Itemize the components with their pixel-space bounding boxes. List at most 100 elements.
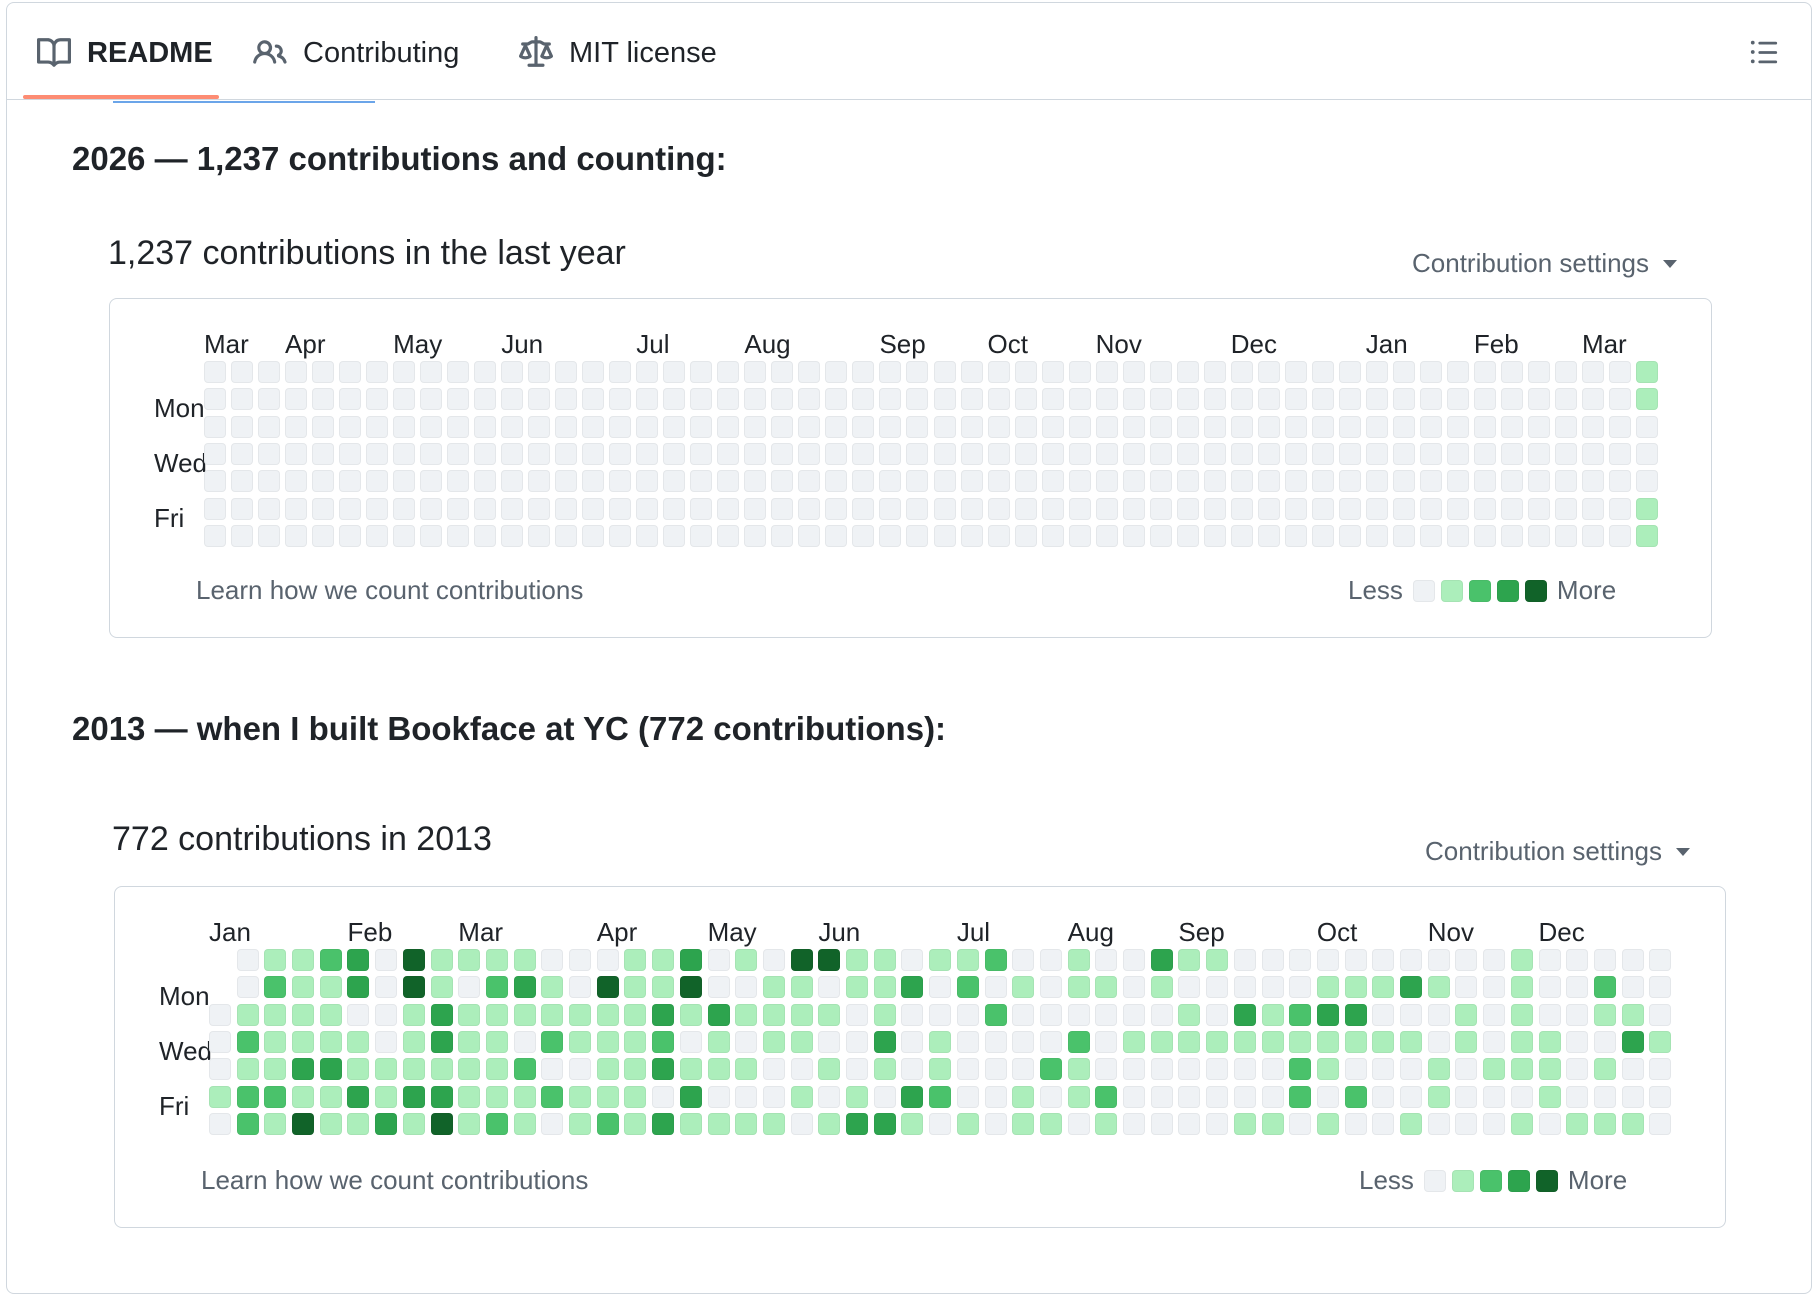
contribution-day-cell[interactable] xyxy=(1365,497,1388,520)
contribution-day-cell[interactable] xyxy=(1621,1085,1644,1108)
contribution-day-cell[interactable] xyxy=(501,361,524,383)
contribution-day-cell[interactable] xyxy=(1067,949,1090,971)
contribution-day-cell[interactable] xyxy=(1500,388,1523,411)
contribution-day-cell[interactable] xyxy=(960,415,983,438)
contribution-day-cell[interactable] xyxy=(485,1112,508,1135)
contribution-day-cell[interactable] xyxy=(1206,1085,1229,1108)
contribution-day-cell[interactable] xyxy=(1284,388,1307,411)
contribution-day-cell[interactable] xyxy=(1178,976,1201,999)
contribution-day-cell[interactable] xyxy=(375,949,398,971)
contribution-day-cell[interactable] xyxy=(528,415,551,438)
contribution-day-cell[interactable] xyxy=(1257,524,1280,547)
contribution-day-cell[interactable] xyxy=(1095,388,1118,411)
contribution-day-cell[interactable] xyxy=(474,415,497,438)
contribution-day-cell[interactable] xyxy=(339,524,362,547)
contribution-day-cell[interactable] xyxy=(1176,497,1199,520)
contribution-day-cell[interactable] xyxy=(402,1058,425,1081)
contribution-day-cell[interactable] xyxy=(1566,976,1589,999)
contribution-day-cell[interactable] xyxy=(1095,524,1118,547)
contribution-day-cell[interactable] xyxy=(744,470,767,493)
contribution-day-cell[interactable] xyxy=(447,415,470,438)
contribution-day-cell[interactable] xyxy=(1041,497,1064,520)
contribution-day-cell[interactable] xyxy=(312,497,335,520)
contribution-day-cell[interactable] xyxy=(790,1085,813,1108)
contribution-day-cell[interactable] xyxy=(1608,524,1631,547)
contribution-day-cell[interactable] xyxy=(1365,524,1388,547)
contribution-day-cell[interactable] xyxy=(960,361,983,383)
contribution-day-cell[interactable] xyxy=(485,949,508,971)
contribution-day-cell[interactable] xyxy=(717,442,740,465)
contribution-day-cell[interactable] xyxy=(1178,1085,1201,1108)
contribution-day-cell[interactable] xyxy=(609,388,632,411)
contribution-day-cell[interactable] xyxy=(1178,1112,1201,1135)
contribution-day-cell[interactable] xyxy=(485,1058,508,1081)
contribution-day-cell[interactable] xyxy=(1344,1085,1367,1108)
contribution-day-cell[interactable] xyxy=(555,415,578,438)
contribution-day-cell[interactable] xyxy=(204,497,226,520)
contribution-day-cell[interactable] xyxy=(609,442,632,465)
contribution-day-cell[interactable] xyxy=(1566,1003,1589,1026)
contribution-day-cell[interactable] xyxy=(582,442,605,465)
contribution-day-cell[interactable] xyxy=(1483,1058,1506,1081)
contribution-day-cell[interactable] xyxy=(204,442,226,465)
contribution-day-cell[interactable] xyxy=(1122,361,1145,383)
contribution-day-cell[interactable] xyxy=(528,497,551,520)
contribution-day-cell[interactable] xyxy=(474,497,497,520)
contribution-day-cell[interactable] xyxy=(956,1003,979,1026)
contribution-day-cell[interactable] xyxy=(652,976,675,999)
contribution-day-cell[interactable] xyxy=(474,470,497,493)
contribution-day-cell[interactable] xyxy=(1012,1112,1035,1135)
contribution-day-cell[interactable] xyxy=(956,1058,979,1081)
contribution-day-cell[interactable] xyxy=(1372,1003,1395,1026)
contribution-day-cell[interactable] xyxy=(933,497,956,520)
contribution-day-cell[interactable] xyxy=(1473,442,1496,465)
contribution-day-cell[interactable] xyxy=(1527,524,1550,547)
contribution-day-cell[interactable] xyxy=(663,415,686,438)
contribution-day-cell[interactable] xyxy=(209,1058,231,1081)
contribution-day-cell[interactable] xyxy=(717,415,740,438)
contribution-day-cell[interactable] xyxy=(1178,1003,1201,1026)
contribution-day-cell[interactable] xyxy=(312,524,335,547)
contribution-day-cell[interactable] xyxy=(1206,1030,1229,1053)
contribution-day-cell[interactable] xyxy=(366,388,389,411)
contribution-day-cell[interactable] xyxy=(501,442,524,465)
contribution-day-cell[interactable] xyxy=(1095,949,1118,971)
contribution-day-cell[interactable] xyxy=(1344,976,1367,999)
contribution-day-cell[interactable] xyxy=(906,470,929,493)
contribution-day-cell[interactable] xyxy=(430,976,453,999)
contribution-day-cell[interactable] xyxy=(744,442,767,465)
contribution-day-cell[interactable] xyxy=(1554,470,1577,493)
contribution-day-cell[interactable] xyxy=(1635,470,1658,493)
contribution-day-cell[interactable] xyxy=(901,949,924,971)
contribution-day-cell[interactable] xyxy=(1261,976,1284,999)
contribution-day-cell[interactable] xyxy=(264,1085,287,1108)
contribution-day-cell[interactable] xyxy=(264,1112,287,1135)
contribution-day-cell[interactable] xyxy=(1649,1085,1672,1108)
contribution-day-cell[interactable] xyxy=(1123,1030,1146,1053)
contribution-day-cell[interactable] xyxy=(1067,976,1090,999)
contribution-day-cell[interactable] xyxy=(679,949,702,971)
contribution-day-cell[interactable] xyxy=(679,1030,702,1053)
contribution-day-cell[interactable] xyxy=(528,442,551,465)
contribution-day-cell[interactable] xyxy=(1284,415,1307,438)
contribution-day-cell[interactable] xyxy=(984,1085,1007,1108)
contribution-day-cell[interactable] xyxy=(1149,442,1172,465)
contribution-day-cell[interactable] xyxy=(1419,442,1442,465)
contribution-day-cell[interactable] xyxy=(420,470,443,493)
contribution-day-cell[interactable] xyxy=(236,976,259,999)
contribution-day-cell[interactable] xyxy=(825,415,848,438)
contribution-day-cell[interactable] xyxy=(1608,415,1631,438)
contribution-day-cell[interactable] xyxy=(1621,949,1644,971)
contribution-day-cell[interactable] xyxy=(513,1030,536,1053)
contribution-day-cell[interactable] xyxy=(1581,497,1604,520)
contribution-day-cell[interactable] xyxy=(636,470,659,493)
contribution-day-cell[interactable] xyxy=(1039,1030,1062,1053)
contribution-day-cell[interactable] xyxy=(1206,1003,1229,1026)
contribution-day-cell[interactable] xyxy=(1566,949,1589,971)
contribution-day-cell[interactable] xyxy=(1455,976,1478,999)
contribution-day-cell[interactable] xyxy=(1455,1058,1478,1081)
contribution-day-cell[interactable] xyxy=(1230,388,1253,411)
contribution-day-cell[interactable] xyxy=(1122,415,1145,438)
contribution-day-cell[interactable] xyxy=(485,1085,508,1108)
contribution-day-cell[interactable] xyxy=(652,1003,675,1026)
